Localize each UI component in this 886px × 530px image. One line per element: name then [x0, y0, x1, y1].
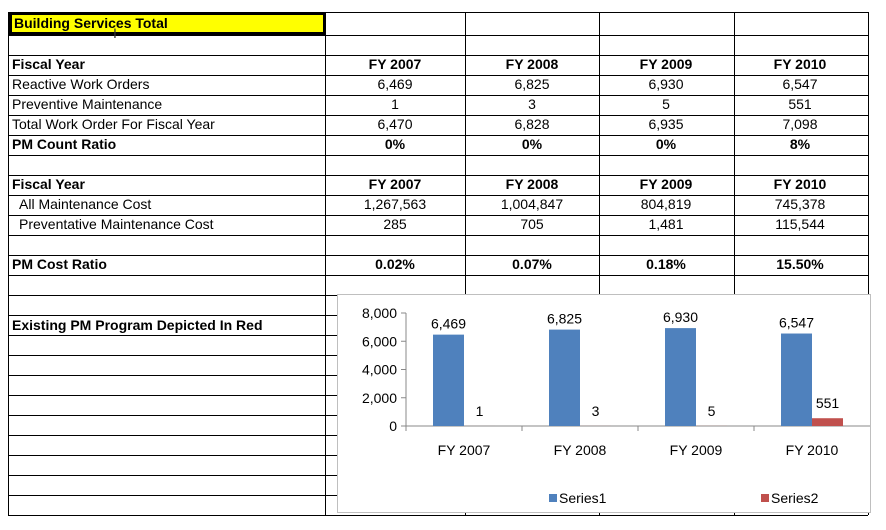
- bar-chart-svg: 0 2,000 4,000 6,000 8,000 FY 2007 6,469 1 FY 200…: [362, 305, 870, 506]
- grid-column-line: [465, 12, 466, 515]
- value-cell[interactable]: 804,819: [640, 196, 692, 212]
- grid-row-line: [8, 175, 868, 176]
- y-tick-label: 6,000: [362, 333, 397, 349]
- year-header-cell[interactable]: FY 2010: [773, 56, 827, 72]
- y-tick-label: 8,000: [362, 305, 397, 321]
- row-label[interactable]: All Maintenance Cost: [19, 196, 152, 212]
- value-cell[interactable]: 6,935: [648, 116, 684, 132]
- grid-row-line: [8, 215, 868, 216]
- data-label: 1: [476, 403, 484, 419]
- grid-row-line: [8, 75, 868, 76]
- value-cell[interactable]: 3: [528, 96, 536, 112]
- grid-column-line: [8, 12, 9, 515]
- row-label[interactable]: Reactive Work Orders: [12, 76, 150, 92]
- data-label: 6,825: [547, 311, 582, 327]
- year-header-cell[interactable]: FY 2007: [368, 56, 422, 72]
- grid-row-line: [8, 155, 868, 156]
- text-cursor-icon: I: [113, 25, 117, 41]
- value-cell[interactable]: 1,267,563: [363, 196, 427, 212]
- fiscal-year-header[interactable]: Fiscal Year: [12, 56, 85, 72]
- value-cell[interactable]: 1: [391, 96, 399, 112]
- bar-series1[interactable]: [781, 333, 812, 426]
- y-tick-label: 0: [389, 418, 397, 434]
- x-tick-label: FY 2007: [438, 442, 491, 458]
- fiscal-year-header[interactable]: Fiscal Year: [12, 176, 85, 192]
- value-cell[interactable]: 0%: [384, 136, 406, 152]
- row-label[interactable]: PM Count Ratio: [12, 136, 117, 152]
- ratio-cell[interactable]: 0.02%: [375, 256, 415, 272]
- value-cell[interactable]: 6,825: [514, 76, 550, 92]
- year-header-cell[interactable]: FY 2009: [639, 176, 693, 192]
- grid-column-line: [868, 12, 869, 515]
- value-cell[interactable]: 5: [662, 96, 670, 112]
- legend-swatch: [549, 494, 557, 502]
- ratio-cell[interactable]: 0.07%: [512, 256, 552, 272]
- value-cell[interactable]: 745,378: [774, 196, 826, 212]
- year-header-cell[interactable]: FY 2009: [639, 56, 693, 72]
- grid-row-line: [8, 12, 868, 13]
- x-tick-label: FY 2008: [554, 442, 607, 458]
- bar-series2[interactable]: [812, 418, 843, 426]
- year-header-cell[interactable]: FY 2010: [773, 176, 827, 192]
- grid-row-line: [8, 515, 868, 516]
- value-cell[interactable]: 551: [788, 96, 812, 112]
- data-label: 6,930: [663, 309, 698, 325]
- chart-caption[interactable]: Existing PM Program Depicted In Red: [12, 317, 263, 333]
- data-label: 551: [816, 395, 840, 411]
- data-label: 6,547: [779, 315, 814, 331]
- row-label[interactable]: Preventive Maintenance: [12, 96, 163, 112]
- year-header-cell[interactable]: FY 2007: [368, 176, 422, 192]
- row-label[interactable]: Preventative Maintenance Cost: [19, 216, 214, 232]
- y-tick-label: 2,000: [362, 390, 397, 406]
- bar-series1[interactable]: [665, 328, 696, 426]
- grid-row-line: [8, 255, 868, 256]
- ratio-cell[interactable]: 0.18%: [646, 256, 686, 272]
- legend-label: Series1: [559, 490, 607, 506]
- value-cell[interactable]: 0%: [655, 136, 677, 152]
- bar-series1[interactable]: [549, 329, 580, 426]
- value-cell[interactable]: 8%: [789, 136, 811, 152]
- value-cell[interactable]: 6,470: [377, 116, 413, 132]
- grid-row-line: [8, 95, 868, 96]
- value-cell[interactable]: 7,098: [782, 116, 818, 132]
- value-cell[interactable]: 6,930: [648, 76, 684, 92]
- x-tick-label: FY 2009: [670, 442, 723, 458]
- year-header-cell[interactable]: FY 2008: [505, 176, 559, 192]
- value-cell[interactable]: 6,547: [782, 76, 818, 92]
- data-label: 6,469: [431, 316, 466, 332]
- grid-row-line: [8, 275, 868, 276]
- sheet-title-cell[interactable]: Building Services Total: [9, 12, 326, 35]
- data-label: 3: [592, 403, 600, 419]
- value-cell[interactable]: 1,481: [648, 216, 684, 232]
- grid-row-line: [8, 135, 868, 136]
- x-tick-label: FY 2010: [786, 442, 839, 458]
- legend-label: Series2: [771, 490, 819, 506]
- grid-column-line: [734, 12, 735, 515]
- value-cell[interactable]: 0%: [521, 136, 543, 152]
- value-cell[interactable]: 6,828: [514, 116, 550, 132]
- year-header-cell[interactable]: FY 2008: [505, 56, 559, 72]
- value-cell[interactable]: 285: [383, 216, 407, 232]
- grid-column-line: [599, 12, 600, 515]
- legend-swatch: [761, 494, 769, 502]
- sheet-title: Building Services Total: [14, 15, 168, 31]
- value-cell[interactable]: 115,544: [775, 216, 825, 232]
- value-cell[interactable]: 6,469: [377, 76, 413, 92]
- data-label: 5: [708, 403, 716, 419]
- grid-row-line: [8, 35, 868, 36]
- row-label[interactable]: Total Work Order For Fiscal Year: [12, 116, 215, 132]
- grid-row-line: [8, 235, 868, 236]
- chart[interactable]: 0 2,000 4,000 6,000 8,000 FY 2007 6,469 1 FY 200…: [337, 294, 871, 513]
- value-cell[interactable]: 705: [520, 216, 544, 232]
- grid-row-line: [8, 195, 868, 196]
- grid-column-line: [325, 12, 326, 515]
- grid-row-line: [8, 55, 868, 56]
- y-tick-label: 4,000: [362, 362, 397, 378]
- value-cell[interactable]: 1,004,847: [500, 196, 564, 212]
- ratio-cell[interactable]: 15.50%: [776, 256, 824, 272]
- grid-row-line: [8, 115, 868, 116]
- bar-series1[interactable]: [433, 334, 464, 426]
- pm-cost-ratio-label[interactable]: PM Cost Ratio: [12, 256, 107, 272]
